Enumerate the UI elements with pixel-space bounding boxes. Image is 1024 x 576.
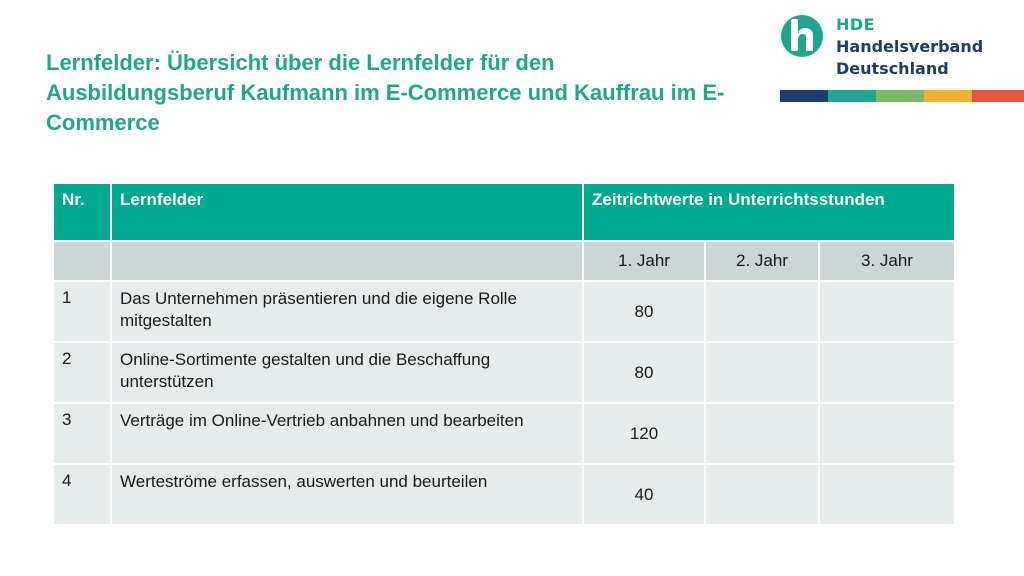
logo-wordmark: HDE Handelsverband Deutschland [836,14,983,80]
row-nr: 2 [52,341,112,404]
stripe-yellow [924,90,972,102]
row-jahr-2 [704,341,820,404]
year-header-empty-name [110,240,584,282]
row-jahr-2 [704,280,820,343]
year-header-row: 1. Jahr 2. Jahr 3. Jahr [52,240,956,282]
hde-logo-icon [781,15,823,57]
row-jahr-3 [818,341,956,404]
row-lernfeld: Das Unternehmen präsentieren und die eig… [110,280,584,343]
row-jahr-1: 120 [582,402,706,465]
year-header-empty-nr [52,240,112,282]
row-jahr-1: 40 [582,463,706,526]
row-lernfeld: Verträge im Online-Vertrieb anbahnen und… [110,402,584,465]
year-header-2: 2. Jahr [704,240,820,282]
table-row: 3 Verträge im Online-Vertrieb anbahnen u… [52,402,956,465]
header-nr: Nr. [52,182,112,242]
row-lernfeld: Online-Sortimente gestalten und die Besc… [110,341,584,404]
row-lernfeld: Werteströme erfassen, auswerten und beur… [110,463,584,526]
stripe-navy [780,90,828,102]
row-nr: 3 [52,402,112,465]
year-header-3: 3. Jahr [818,240,956,282]
logo-line-hde: HDE [836,15,876,34]
header-lernfelder: Lernfelder [110,182,584,242]
row-jahr-3 [818,463,956,526]
header-zeitrichtwerte: Zeitrichtwerte in Unterrichtsstunden [582,182,956,242]
year-header-1: 1. Jahr [582,240,706,282]
hde-logo: HDE Handelsverband Deutschland [780,14,1024,106]
stripe-red [972,90,1024,102]
row-jahr-1: 80 [582,280,706,343]
row-jahr-3 [818,280,956,343]
row-jahr-2 [704,402,820,465]
stripe-teal [828,90,876,102]
table-row: 2 Online-Sortimente gestalten und die Be… [52,341,956,404]
row-jahr-1: 80 [582,341,706,404]
stripe-green [876,90,924,102]
row-nr: 1 [52,280,112,343]
logo-line-deutschland: Deutschland [836,59,949,78]
row-jahr-3 [818,402,956,465]
row-nr: 4 [52,463,112,526]
logo-color-stripes [780,90,1024,102]
table-row: 4 Werteströme erfassen, auswerten und be… [52,463,956,526]
logo-line-handelsverband: Handelsverband [836,37,984,56]
row-jahr-2 [704,463,820,526]
lernfelder-table: Nr. Lernfelder Zeitrichtwerte in Unterri… [52,182,956,526]
table-row: 1 Das Unternehmen präsentieren und die e… [52,280,956,343]
page-title: Lernfelder: Übersicht über die Lernfelde… [46,50,725,135]
table-header-row: Nr. Lernfelder Zeitrichtwerte in Unterri… [52,182,956,242]
